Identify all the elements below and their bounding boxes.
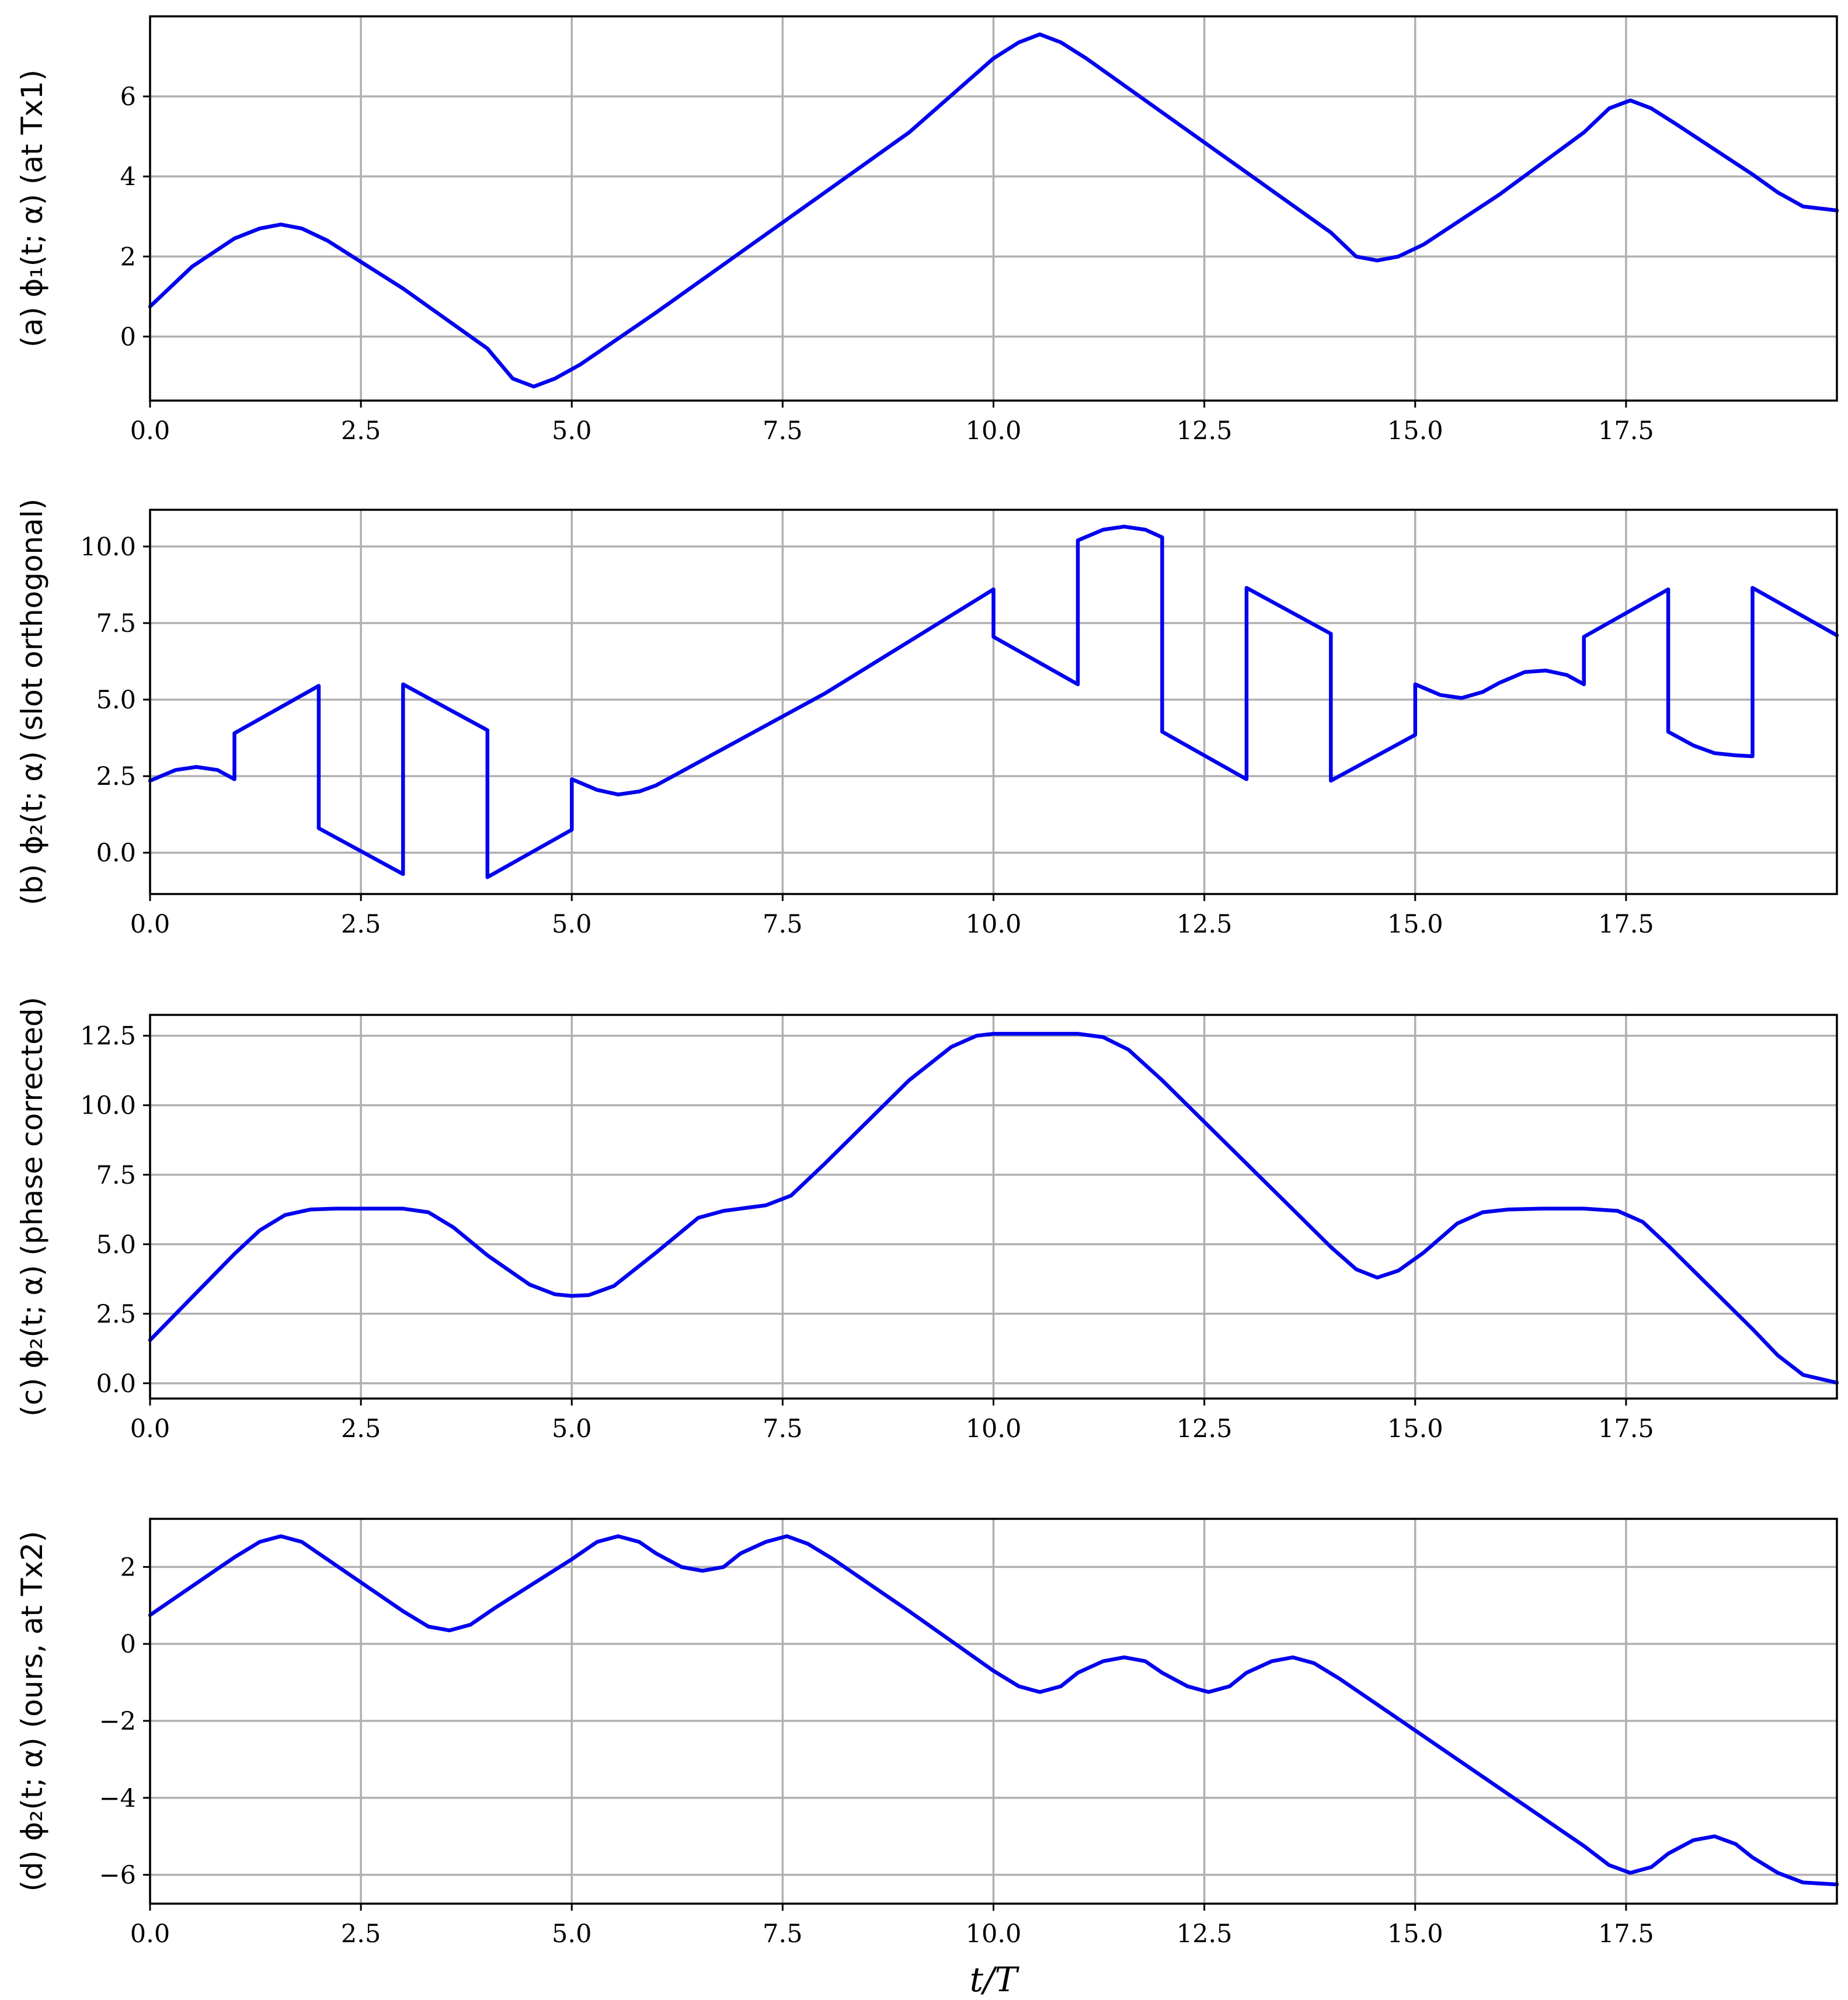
- y-tick-label: 2.5: [96, 1300, 136, 1329]
- x-tick-label: 0.0: [130, 1919, 170, 1949]
- x-tick-label: 7.5: [763, 910, 802, 939]
- x-tick-label: 10.0: [966, 416, 1022, 446]
- y-tick-label: 0: [120, 1630, 136, 1659]
- series-line-b: [148, 524, 1839, 879]
- y-tick-label: −4: [99, 1784, 136, 1813]
- series-line-a: [148, 32, 1839, 389]
- x-tick-label: 10.0: [966, 1414, 1022, 1444]
- x-tick-label: 5.0: [552, 416, 591, 446]
- panel-d: 0.0 2.5 5.0 7.5 10.0 12.5 15.0 17.5 −6 −4 −2 0 2 (d) …: [15, 1518, 1839, 1999]
- panel-b: 0.0 2.5 5.0 7.5 10.0 12.5 15.0 17.5 0.0 2.5 5.0 7.5…: [15, 499, 1839, 939]
- x-tick-label: 5.0: [552, 1919, 591, 1949]
- y-tick-label: 2: [120, 1553, 136, 1582]
- x-tick-label: 0.0: [130, 416, 170, 446]
- x-tick-label: 2.5: [341, 910, 381, 939]
- x-tick-label: 12.5: [1177, 1414, 1233, 1444]
- x-axis-label: t/T: [970, 1960, 1020, 1999]
- x-tick-label: 17.5: [1598, 1414, 1654, 1444]
- x-tick-label: 10.0: [966, 910, 1022, 939]
- x-tick-label: 2.5: [341, 416, 381, 446]
- x-tick-label: 5.0: [552, 1414, 591, 1444]
- x-tick-label: 15.0: [1387, 910, 1443, 939]
- x-tick-label: 5.0: [552, 910, 591, 939]
- x-tick-label: 0.0: [130, 910, 170, 939]
- y-tick-label: 2: [120, 242, 136, 272]
- x-tick-label: 10.0: [966, 1919, 1022, 1949]
- series-line-d: [148, 1534, 1839, 1887]
- x-tick-label: 17.5: [1598, 910, 1654, 939]
- x-tick-label: 12.5: [1177, 1919, 1233, 1949]
- y-tick-label: 7.5: [96, 609, 136, 638]
- x-tick-label: 17.5: [1598, 416, 1654, 446]
- y-tick-label: 7.5: [96, 1161, 136, 1190]
- y-tick-label: 0: [120, 322, 136, 352]
- x-tick-label: 12.5: [1177, 910, 1233, 939]
- y-tick-label: 0.0: [96, 839, 136, 868]
- y-tick-label: 10.0: [80, 1091, 136, 1121]
- y-axis-label: (b) ϕ₂(t; α) (slot orthogonal): [15, 499, 49, 906]
- x-tick-label: 15.0: [1387, 1414, 1443, 1444]
- panel-a: 0.0 2.5 5.0 7.5 10.0 12.5 15.0 17.5 0 2 4 6 (a) ϕ₁(t…: [15, 15, 1839, 446]
- y-axis-label: (a) ϕ₁(t; α) (at Tx1): [15, 69, 49, 347]
- y-axis-label: (c) ϕ₂(t; α) (phase corrected): [15, 997, 49, 1417]
- x-tick-label: 2.5: [341, 1919, 381, 1949]
- y-tick-label: 2.5: [96, 762, 136, 791]
- y-tick-label: 5.0: [96, 686, 136, 715]
- y-tick-label: −2: [99, 1707, 136, 1736]
- series-line-c: [148, 1032, 1839, 1385]
- x-tick-label: 7.5: [763, 1919, 802, 1949]
- y-tick-label: 6: [120, 82, 136, 112]
- y-tick-label: 12.5: [80, 1022, 136, 1051]
- x-tick-label: 7.5: [763, 1414, 802, 1444]
- x-tick-label: 2.5: [341, 1414, 381, 1444]
- x-tick-label: 12.5: [1177, 416, 1233, 446]
- y-tick-label: 5.0: [96, 1230, 136, 1260]
- panel-c: 0.0 2.5 5.0 7.5 10.0 12.5 15.0 17.5 0.0 2.5 5.0 7.5…: [15, 997, 1839, 1444]
- y-tick-label: 10.0: [80, 533, 136, 562]
- y-tick-label: 4: [120, 162, 136, 192]
- x-tick-label: 15.0: [1387, 1919, 1443, 1949]
- x-tick-label: 15.0: [1387, 416, 1443, 446]
- x-tick-label: 17.5: [1598, 1919, 1654, 1949]
- x-tick-label: 7.5: [763, 416, 802, 446]
- y-axis-label: (d) ϕ₂(t; α) (ours, at Tx2): [15, 1531, 49, 1892]
- y-tick-label: 0.0: [96, 1369, 136, 1399]
- y-tick-label: −6: [99, 1861, 136, 1890]
- x-tick-label: 0.0: [130, 1414, 170, 1444]
